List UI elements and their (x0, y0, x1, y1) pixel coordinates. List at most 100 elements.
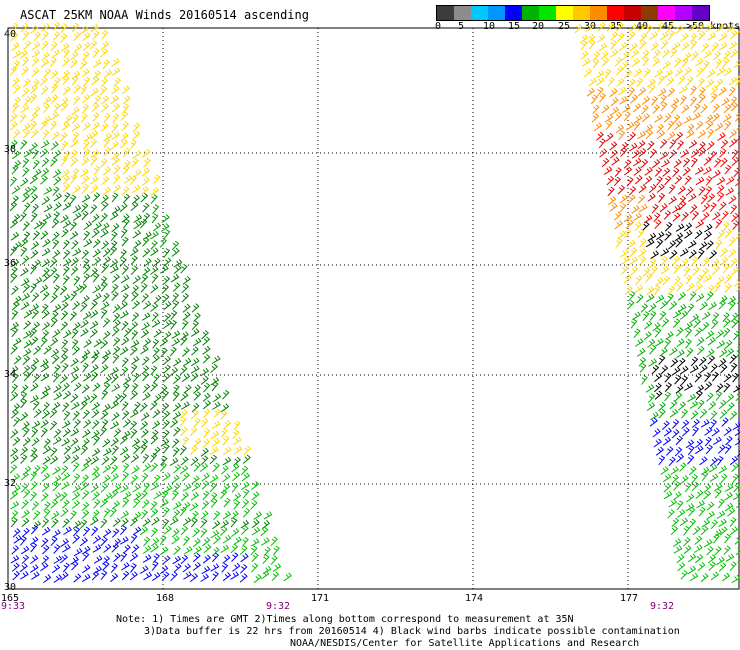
wind-barb (675, 384, 684, 394)
colorbar-label: 10 (483, 21, 496, 32)
wind-barb (607, 186, 615, 197)
wind-barb (220, 427, 228, 438)
wind-barb (123, 159, 131, 170)
wind-barb (231, 528, 240, 538)
wind-barb (673, 264, 681, 275)
wind-barb (219, 489, 228, 500)
wind-barb (90, 300, 98, 310)
wind-barb (667, 509, 675, 519)
wind-barb (678, 195, 687, 206)
wind-barb (682, 157, 691, 168)
wind-barb (30, 283, 37, 294)
wind-barb (239, 545, 248, 555)
wind-barb (180, 392, 189, 402)
wind-barb (202, 554, 211, 564)
wind-barb (81, 438, 90, 448)
colorbar-swatch (522, 6, 539, 20)
wind-barb (62, 329, 72, 339)
wind-barb (665, 331, 674, 340)
wind-barb (179, 506, 187, 517)
wind-barb (732, 220, 740, 230)
wind-barb (661, 48, 671, 58)
wind-barb (663, 483, 672, 493)
wind-barb (181, 319, 189, 330)
wind-barb (680, 149, 689, 158)
wind-barb (50, 57, 57, 68)
wind-barb (11, 301, 20, 311)
wind-barb (703, 231, 712, 241)
wind-barb (703, 50, 712, 59)
wind-barb (250, 562, 259, 573)
wind-barb (230, 571, 240, 580)
wind-barb (39, 219, 48, 230)
wind-barb (687, 123, 695, 134)
wind-barb (641, 374, 648, 385)
wind-barb (649, 417, 658, 427)
wind-barb (41, 30, 49, 41)
wind-barb (698, 94, 706, 104)
wind-barb (31, 309, 40, 319)
wind-barb (200, 518, 208, 529)
colorbar-swatch (573, 6, 590, 20)
wind-barb (701, 267, 709, 278)
wind-barb (735, 499, 740, 509)
wind-barb (131, 158, 139, 168)
wind-barb (727, 295, 737, 305)
wind-barb (83, 339, 92, 349)
wind-barb (119, 310, 129, 319)
wind-barb (721, 97, 730, 107)
wind-barb (102, 186, 111, 196)
wind-barb (642, 221, 650, 231)
wind-barb (722, 221, 730, 232)
wind-barb (43, 68, 52, 78)
wind-barb (639, 39, 647, 50)
wind-barb (110, 473, 119, 482)
wind-barb (41, 51, 50, 61)
wind-barb (173, 259, 183, 268)
wind-barb (666, 22, 674, 33)
wind-barb (676, 500, 684, 511)
wind-barb (143, 157, 151, 168)
wind-barb (62, 265, 70, 276)
wind-barb (82, 32, 91, 42)
wind-barb (73, 382, 82, 392)
wind-barb (40, 537, 49, 548)
wind-barb (150, 302, 159, 312)
wind-barb (698, 147, 707, 157)
wind-barb (649, 344, 657, 355)
wind-barb (171, 247, 180, 257)
wind-barb (645, 384, 655, 393)
wind-barb (222, 435, 230, 446)
wind-barb (12, 337, 22, 347)
wind-barb (62, 183, 71, 193)
wind-barb (221, 562, 229, 573)
wind-barb (708, 150, 717, 161)
wind-barb (173, 264, 182, 274)
wind-barb (662, 473, 672, 483)
wind-barb (707, 355, 716, 365)
wind-barb (131, 330, 139, 340)
wind-barb (728, 237, 736, 247)
wind-barb (240, 553, 249, 563)
wind-barb (73, 547, 83, 557)
wind-barb (628, 131, 637, 142)
wind-barb (695, 390, 703, 401)
wind-barb (20, 483, 29, 493)
wind-barb (689, 572, 699, 582)
wind-barb (93, 95, 102, 105)
wind-barb (644, 320, 653, 330)
wind-barb (41, 472, 51, 482)
wind-barb (103, 508, 111, 518)
wind-barb (121, 292, 129, 303)
wind-barb (672, 212, 681, 222)
wind-barb (650, 265, 658, 276)
wind-barb (695, 176, 705, 186)
wind-barb (707, 193, 716, 203)
wind-barb (9, 65, 18, 76)
wind-barb (82, 103, 89, 114)
wind-barb (726, 24, 735, 33)
wind-barb (200, 367, 210, 377)
wind-barb (725, 435, 733, 446)
wind-barb (645, 293, 655, 303)
wind-barb (40, 337, 48, 348)
